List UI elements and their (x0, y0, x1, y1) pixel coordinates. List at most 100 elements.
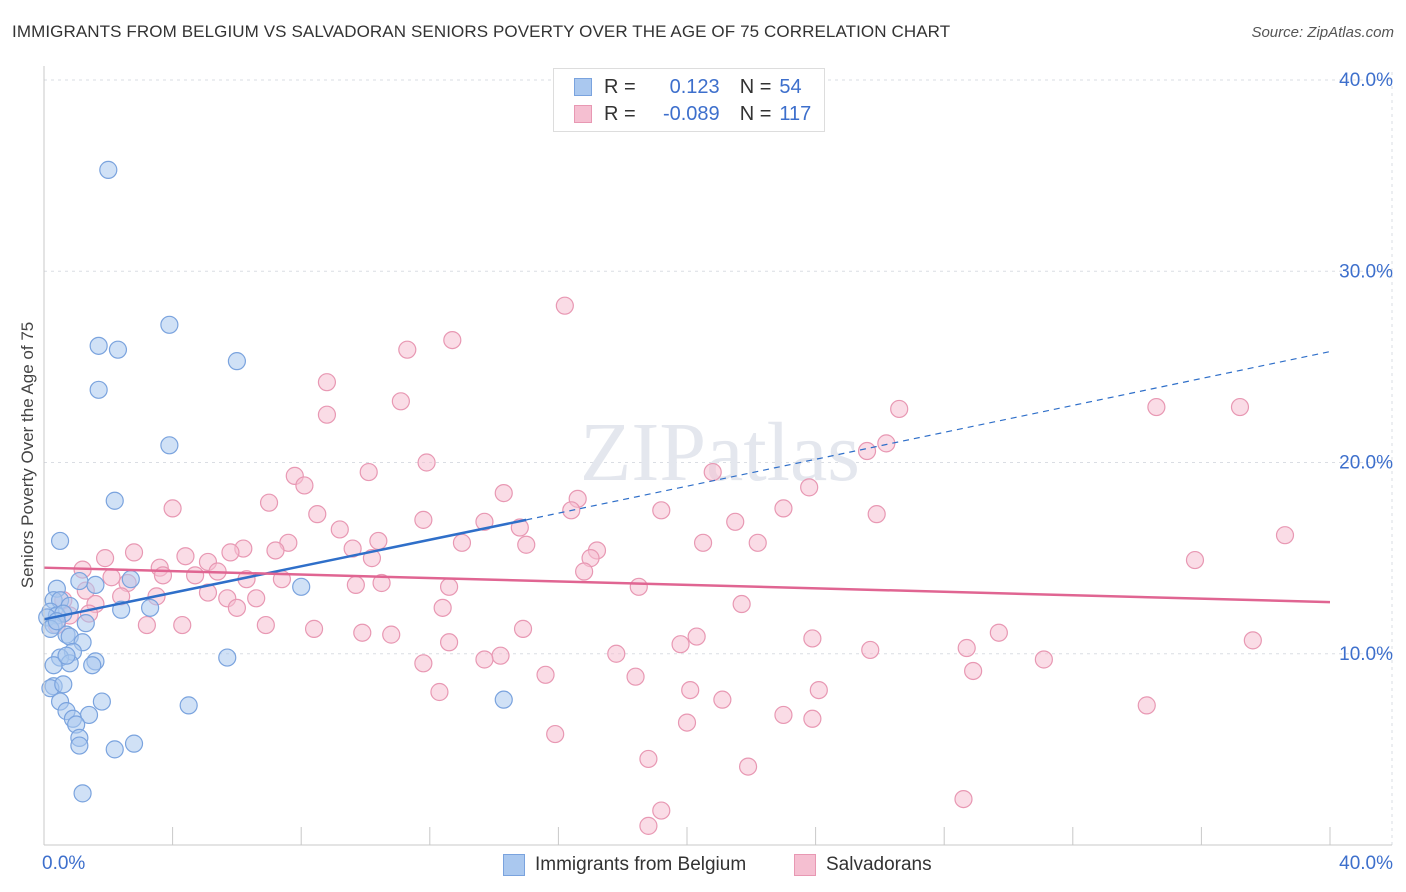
belgium-points (38, 160, 513, 803)
x-tick-label: 40.0% (1339, 853, 1393, 874)
salvadorans-point (809, 680, 828, 700)
belgium-point (70, 571, 89, 591)
salvadorans-point (124, 543, 144, 562)
salvadorans-point (861, 640, 880, 660)
salvadorans-point (681, 680, 700, 700)
legend-n-label: N = (739, 102, 772, 125)
salvadorans-point (890, 399, 909, 419)
legend-row-belgium: R = 0.123 N = 54 (574, 75, 802, 99)
salvadorans-point (494, 484, 513, 503)
bottom-legend-belgium[interactable]: Immigrants from Belgium (503, 852, 746, 878)
salvadorans-point (703, 462, 722, 482)
x-tick-label: 0.0% (42, 853, 85, 874)
salvadorans-point (803, 709, 822, 728)
legend-n-value: 54 (779, 75, 802, 98)
trend-lines (43, 350, 1331, 621)
salvadorans-point (176, 547, 195, 566)
salvadorans-point (443, 331, 462, 350)
salvadorans-point (259, 493, 279, 512)
salvadorans-point (1147, 397, 1166, 417)
belgium-point (124, 734, 144, 753)
bottom-legend-label-salvadorans: Salvadorans (826, 854, 932, 875)
salvadorans-trend-line (43, 566, 1331, 604)
salvadorans-point (677, 713, 697, 732)
chart-title: IMMIGRANTS FROM BELGIUM VS SALVADORAN SE… (12, 22, 951, 41)
belgium-point (160, 315, 179, 334)
salvadorans-point (713, 690, 732, 709)
salvadorans-point (430, 682, 449, 702)
salvadorans-point (575, 562, 594, 581)
bottom-legend-swatch-salvadorans (794, 854, 816, 876)
belgium-point (179, 696, 198, 715)
belgium-point (76, 614, 95, 633)
legend-swatch-belgium (574, 78, 592, 96)
salvadorans-point (247, 589, 266, 608)
salvadorans-point (433, 598, 452, 617)
salvadorans-point (372, 573, 391, 593)
salvadorans-point (491, 646, 510, 665)
salvadorans-point (173, 615, 192, 635)
salvadorans-point (774, 705, 793, 725)
salvadorans-point (414, 654, 433, 673)
salvadorans-point (256, 615, 275, 635)
salvadorans-point (800, 478, 819, 497)
belgium-point (227, 352, 246, 371)
salvadorans-point (639, 816, 658, 835)
belgium-point (292, 577, 311, 596)
y-tick-label: 30.0% (1339, 261, 1393, 282)
salvadorans-point (626, 667, 645, 686)
correlation-legend: R = 0.123 N = 54 R = -0.089 N = 117 (553, 68, 825, 132)
belgium-point (89, 336, 108, 355)
belgium-point (50, 531, 70, 551)
salvadorans-point (317, 373, 337, 392)
belgium-point (105, 740, 124, 759)
salvadorans-point (693, 533, 713, 552)
salvadorans-point (362, 549, 382, 568)
salvadorans-point (857, 441, 877, 461)
salvadorans-point (343, 539, 362, 558)
salvadorans-point (1034, 650, 1053, 669)
bottom-legend-salvadorans[interactable]: Salvadorans (794, 852, 932, 878)
salvadorans-point (346, 575, 365, 595)
salvadorans-point (439, 633, 459, 652)
belgium-point (121, 570, 140, 589)
salvadorans-point (308, 505, 327, 524)
salvadorans-point (536, 665, 555, 684)
legend-r-label: R = (604, 75, 636, 98)
legend-r-label: R = (604, 102, 636, 125)
y-tick-label: 40.0% (1339, 70, 1393, 91)
salvadorans-point (439, 577, 459, 596)
legend-swatch-salvadorans (574, 105, 592, 123)
belgium-point (73, 784, 92, 803)
salvadorans-point (198, 583, 218, 602)
belgium-point (44, 656, 63, 675)
belgium-point (494, 690, 513, 709)
belgium-trend-line (43, 518, 527, 621)
salvadorans-point (964, 661, 983, 681)
salvadorans-point (153, 566, 173, 585)
belgium-point (83, 656, 102, 675)
salvadorans-point (748, 533, 767, 552)
salvadorans-point (1185, 550, 1205, 570)
salvadorans-point (227, 598, 246, 617)
belgium-trend-extension (526, 350, 1331, 521)
salvadorans-point (452, 533, 472, 552)
y-tick-label: 20.0% (1339, 453, 1393, 474)
salvadorans-point (652, 801, 671, 820)
salvadorans-point (513, 619, 533, 638)
salvadorans-point (1275, 526, 1295, 545)
y-tick-label: 10.0% (1339, 644, 1393, 665)
salvadorans-point (652, 501, 671, 520)
salvadorans-point (417, 453, 436, 472)
salvadorans-point (186, 566, 205, 585)
salvadorans-point (732, 594, 751, 614)
salvadorans-point (266, 541, 285, 560)
salvadorans-point (221, 543, 240, 562)
salvadorans-point (398, 340, 417, 359)
salvadorans-point (369, 531, 388, 551)
salvadorans-point (163, 499, 182, 518)
salvadorans-point (687, 627, 706, 646)
salvadorans-point (317, 405, 337, 424)
salvadorans-point (95, 549, 115, 568)
